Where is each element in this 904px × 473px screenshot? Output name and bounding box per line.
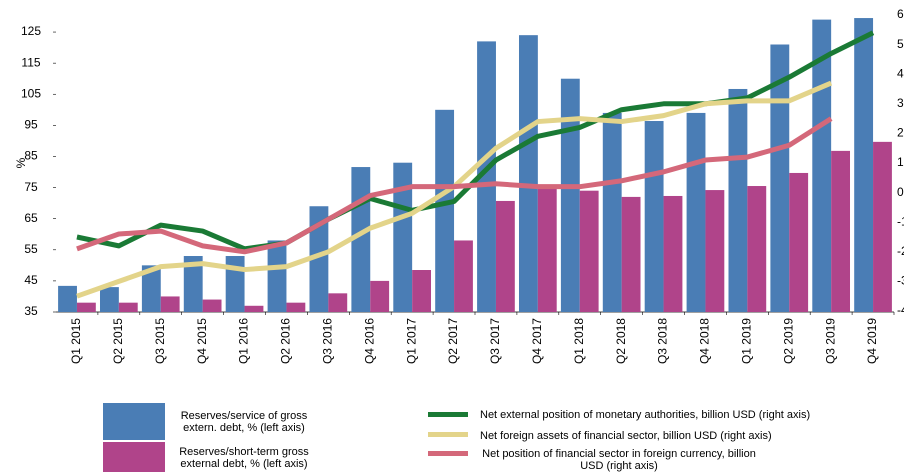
- bar: [579, 190, 599, 312]
- y2-tick-label: -1: [897, 214, 904, 228]
- x-tick-label: Q3 2018: [656, 318, 670, 364]
- bar: [789, 172, 809, 312]
- legend-swatch: [103, 442, 165, 472]
- x-tick-label: Q3 2017: [488, 318, 502, 364]
- bar: [621, 196, 641, 312]
- legend-swatch: [428, 432, 468, 437]
- bar: [686, 112, 706, 312]
- bar: [454, 240, 473, 312]
- y-tick-label: 45: [24, 273, 38, 287]
- x-tick-label: Q4 2019: [865, 318, 879, 364]
- bar: [770, 44, 790, 312]
- x-tick-label: Q1 2019: [740, 318, 754, 364]
- y-tick-label: 115: [21, 55, 40, 69]
- y-tick-label: 85: [24, 149, 38, 163]
- y-tick-label: 105: [21, 86, 41, 100]
- bar: [560, 78, 580, 312]
- bar: [854, 18, 874, 312]
- bar: [663, 195, 683, 312]
- y2-tick-label: 0: [897, 185, 904, 199]
- y2-tick-label: 1: [897, 155, 904, 169]
- y2-tick-label: 5: [897, 37, 904, 51]
- legend-label: Reserves/service of gross extern. debt, …: [180, 410, 308, 434]
- bar: [728, 88, 748, 312]
- y-tick-label: 35: [24, 304, 38, 318]
- x-tick-label: Q2 2015: [111, 318, 125, 364]
- bar: [76, 302, 96, 312]
- bar: [537, 187, 557, 312]
- legend-swatch: [428, 412, 468, 417]
- bar: [518, 35, 538, 313]
- line-series: [76, 116, 833, 255]
- bar: [393, 162, 413, 312]
- bar: [873, 141, 892, 312]
- x-tick-label: Q2 2018: [614, 318, 628, 364]
- x-tick-label: Q1 2017: [404, 318, 418, 364]
- bar: [705, 190, 725, 312]
- bar: [160, 296, 180, 312]
- bar: [99, 287, 119, 312]
- y2-tick-label: 2: [897, 126, 904, 140]
- x-tick-label: Q4 2016: [362, 318, 376, 364]
- legend-label: Net position of financial sector in fore…: [482, 448, 756, 472]
- chart: % 35455565758595105115125-4-3-2-10123456…: [14, 7, 904, 364]
- bar: [412, 270, 432, 312]
- y2-tick-label: -4: [897, 303, 904, 317]
- bar: [602, 112, 622, 312]
- y2-tick-label: 3: [897, 96, 904, 110]
- y-tick-label: 75: [24, 180, 38, 194]
- bar: [286, 302, 306, 312]
- bar: [370, 280, 390, 312]
- y-tick-label: 55: [24, 242, 38, 256]
- legend-label: Net external position of monetary author…: [480, 409, 811, 421]
- x-tick-label: Q1 2015: [69, 318, 83, 364]
- bar: [495, 200, 515, 312]
- x-tick-label: Q2 2016: [279, 318, 293, 364]
- bar: [141, 265, 161, 312]
- y2-tick-label: 6: [897, 7, 904, 21]
- x-tick-label: Q1 2018: [572, 318, 586, 364]
- x-tick-label: Q3 2016: [321, 318, 335, 364]
- bar: [831, 150, 851, 312]
- x-tick-label: Q4 2018: [698, 318, 712, 364]
- bar: [267, 240, 287, 312]
- bar: [477, 41, 496, 312]
- x-tick-label: Q2 2017: [446, 318, 460, 364]
- x-tick-label: Q1 2016: [237, 318, 251, 364]
- legend-label: Reserves/short-term gross external debt,…: [179, 446, 309, 470]
- bar: [747, 186, 767, 312]
- x-tick-label: Q3 2019: [823, 318, 837, 364]
- bar: [244, 305, 264, 312]
- legend-swatch: [103, 403, 165, 440]
- legend-swatch: [428, 451, 468, 456]
- y2-tick-label: 4: [897, 66, 904, 80]
- y-axis-label: %: [14, 157, 28, 168]
- bar: [225, 256, 245, 312]
- y-tick-label: 65: [24, 211, 38, 225]
- y2-tick-label: -3: [897, 274, 904, 288]
- bar: [644, 121, 664, 312]
- y-tick-label: 95: [24, 118, 38, 132]
- bar: [58, 285, 77, 312]
- legend-label: Net foreign assets of financial sector, …: [480, 430, 772, 442]
- bar: [435, 109, 455, 312]
- y2-tick-label: -2: [897, 244, 904, 258]
- bar: [202, 299, 222, 312]
- x-tick-label: Q4 2015: [195, 318, 209, 364]
- x-tick-label: Q2 2019: [781, 318, 795, 364]
- x-tick-label: Q4 2017: [530, 318, 544, 364]
- x-tick-label: Q3 2015: [153, 318, 167, 364]
- bar: [309, 206, 329, 312]
- bar: [812, 19, 832, 312]
- bar: [183, 256, 203, 312]
- bar: [328, 293, 348, 312]
- y-tick-label: 125: [21, 24, 41, 38]
- bar: [118, 302, 138, 312]
